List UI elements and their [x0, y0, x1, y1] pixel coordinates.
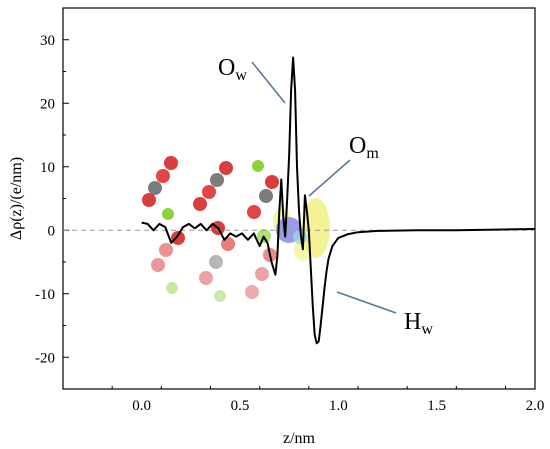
y-tick-label: 20 — [40, 96, 55, 112]
molecule-chain-2 — [193, 161, 235, 302]
annotation-symbol: O — [349, 133, 366, 159]
annotation-leader-om — [308, 159, 351, 197]
y-tick-label: -20 — [35, 350, 55, 366]
molecular-structure-illustration — [142, 156, 330, 302]
x-tick-label: 0.5 — [231, 398, 250, 414]
molecule-chain-1 — [142, 156, 185, 294]
annotation-leader-ow — [251, 61, 286, 104]
y-axis-title: Δρ(z)/(e/nm) — [8, 157, 25, 240]
y-tick-label: 10 — [40, 160, 55, 176]
charge-density-isosurface — [273, 198, 330, 261]
x-tick-label: 0.0 — [132, 398, 151, 414]
annotation-leader-hw — [336, 291, 397, 314]
x-tick-label: 1.5 — [427, 398, 446, 414]
x-tick-label: 2.0 — [526, 398, 545, 414]
x-tick-label: 1.0 — [329, 398, 348, 414]
annotation-label-hw: Hw — [404, 309, 433, 338]
annotation-subscript: w — [421, 321, 433, 338]
series-group — [141, 56, 536, 345]
molecule-chain-3 — [245, 160, 279, 299]
annotation-subscript: w — [235, 67, 247, 84]
annotation-symbol: O — [218, 55, 235, 81]
annotation-symbol: H — [404, 309, 421, 335]
y-tick-label: 0 — [48, 223, 56, 239]
series-line-0 — [141, 56, 536, 345]
annotation-label-om: Om — [349, 133, 379, 162]
y-tick-label: 30 — [40, 33, 55, 49]
annotation-subscript: m — [366, 145, 379, 162]
x-axis-title: z/nm — [283, 430, 316, 447]
y-tick-label: -10 — [35, 287, 55, 303]
axes: 0.0 0.5 1.0 1.5 2.0 -20 -10 0 10 20 30 — [35, 7, 545, 414]
axis-titles: z/nm Δρ(z)/(e/nm) — [8, 157, 316, 447]
annotation-label-ow: Ow — [218, 55, 247, 84]
